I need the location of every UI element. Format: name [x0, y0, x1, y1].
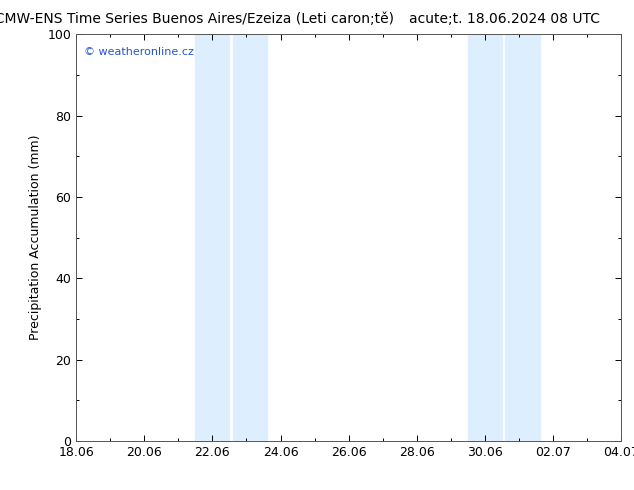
Y-axis label: Precipitation Accumulation (mm): Precipitation Accumulation (mm) — [29, 135, 42, 341]
Bar — [233, 34, 267, 441]
Bar — [468, 34, 502, 441]
Text: ECMW-ENS Time Series Buenos Aires/Ezeiza (Leti caron;tě): ECMW-ENS Time Series Buenos Aires/Ezeiza… — [0, 12, 394, 26]
Bar — [505, 34, 540, 441]
Text: acute;t. 18.06.2024 08 UTC: acute;t. 18.06.2024 08 UTC — [408, 12, 600, 26]
Bar — [195, 34, 230, 441]
Text: © weatheronline.cz: © weatheronline.cz — [84, 47, 194, 56]
